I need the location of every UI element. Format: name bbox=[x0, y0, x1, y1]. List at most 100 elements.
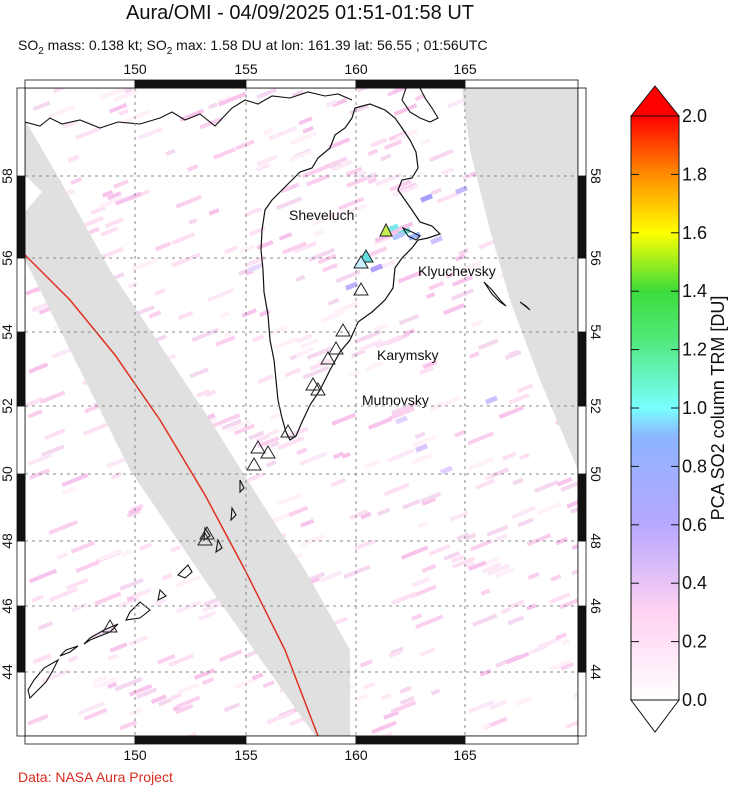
so2-pixel bbox=[390, 700, 417, 714]
so2-pixel bbox=[354, 329, 382, 344]
so2-pixel bbox=[411, 452, 433, 465]
so2-pixel bbox=[118, 108, 129, 116]
so2-pixel-high bbox=[248, 263, 261, 273]
lon-tick-label-bottom: 165 bbox=[453, 747, 477, 763]
so2-pixel bbox=[235, 139, 255, 151]
so2-pixel bbox=[392, 183, 419, 198]
so2-pixel-high bbox=[408, 231, 421, 241]
so2-pixel bbox=[399, 685, 413, 694]
so2-pixel bbox=[367, 177, 378, 185]
so2-pixel bbox=[470, 319, 483, 328]
so2-pixel bbox=[397, 270, 423, 284]
so2-pixel bbox=[110, 471, 123, 480]
lat-tick-label-left: 46 bbox=[0, 598, 15, 614]
so2-pixel bbox=[61, 473, 89, 487]
so2-pixel-high bbox=[392, 231, 405, 241]
lat-axis-bar-right bbox=[577, 331, 587, 407]
so2-pixel-high bbox=[430, 235, 443, 245]
so2-pixel bbox=[71, 602, 88, 613]
so2-pixel-high bbox=[420, 193, 433, 203]
so2-pixel bbox=[399, 695, 415, 706]
so2-pixel bbox=[489, 699, 507, 710]
so2-pixel bbox=[432, 395, 461, 411]
so2-pixel bbox=[526, 603, 537, 611]
lat-tick-label-left: 58 bbox=[0, 168, 15, 184]
so2-pixel bbox=[277, 493, 302, 507]
lat-lon-grid bbox=[25, 88, 578, 736]
so2-pixel bbox=[52, 88, 65, 94]
so2-pixel bbox=[77, 701, 105, 716]
so2-pixel bbox=[248, 430, 265, 441]
so2-pixel bbox=[472, 613, 498, 627]
so2-pixel bbox=[75, 126, 102, 141]
so2-pixel bbox=[67, 655, 79, 663]
so2-pixel bbox=[114, 677, 143, 692]
so2-pixel bbox=[555, 536, 569, 546]
so2-pixel bbox=[414, 431, 426, 440]
so2-pixel bbox=[212, 147, 236, 160]
so2-pixel bbox=[566, 497, 578, 509]
so2-pixel bbox=[193, 668, 216, 680]
so2-pixel bbox=[224, 330, 235, 338]
so2-pixel bbox=[212, 413, 241, 428]
so2-pixel bbox=[428, 148, 454, 163]
so2-pixel bbox=[388, 130, 408, 142]
so2-pixel bbox=[468, 351, 480, 359]
so2-pixel bbox=[268, 125, 298, 141]
so2-pixel bbox=[266, 709, 296, 725]
kuril-islands bbox=[27, 479, 245, 700]
so2-pixel bbox=[56, 552, 68, 560]
so2-pixel bbox=[39, 390, 66, 405]
so2-pixel bbox=[348, 370, 360, 378]
so2-pixel bbox=[421, 564, 437, 573]
kamchatka-coastline bbox=[260, 103, 442, 441]
so2-pixel bbox=[161, 573, 173, 581]
so2-pixel bbox=[128, 281, 138, 289]
so2-pixel bbox=[177, 310, 194, 321]
so2-pixel bbox=[560, 481, 578, 492]
lat-axis-bar-left bbox=[16, 671, 26, 737]
so2-pixel bbox=[486, 524, 509, 537]
so2-pixel bbox=[508, 349, 520, 358]
so2-pixel bbox=[312, 210, 342, 226]
so2-pixel bbox=[207, 102, 218, 110]
so2-pixel bbox=[505, 651, 530, 665]
so2-pixel bbox=[456, 532, 470, 541]
so2-pixel bbox=[256, 436, 280, 449]
lat-axis-bar-right bbox=[577, 257, 587, 333]
so2-pixel bbox=[102, 189, 114, 198]
so2-pixel bbox=[565, 720, 578, 730]
so2-pixel bbox=[526, 533, 552, 547]
lon-axis-bar-bottom bbox=[245, 735, 357, 745]
lat-axis-bar-left bbox=[16, 175, 26, 259]
so2-pixel bbox=[255, 434, 270, 443]
so2-pixel bbox=[420, 138, 431, 146]
so2-pixel bbox=[363, 459, 381, 470]
so2-pixel bbox=[82, 421, 111, 436]
so2-pixel bbox=[415, 614, 444, 630]
so2-pixel bbox=[359, 659, 374, 668]
so2-pixel bbox=[362, 681, 376, 690]
so2-pixel bbox=[321, 262, 338, 273]
so2-pixel bbox=[204, 389, 217, 398]
lon-axis-bar-top bbox=[464, 79, 579, 89]
so2-pixel bbox=[391, 591, 417, 605]
lon-axis-bar-bottom bbox=[355, 735, 466, 745]
lat-tick-label-left: 48 bbox=[0, 533, 15, 549]
so2-pixel bbox=[28, 568, 58, 584]
so2-pixel bbox=[187, 731, 198, 736]
so2-pixel bbox=[374, 172, 403, 187]
so2-pixel bbox=[138, 542, 153, 551]
so2-pixel bbox=[257, 374, 274, 385]
so2-pixel bbox=[365, 360, 384, 372]
volcano-marker bbox=[102, 619, 118, 633]
so2-pixel bbox=[296, 333, 313, 344]
so2-pixel bbox=[356, 693, 369, 702]
lat-tick-label-right: 44 bbox=[588, 664, 604, 680]
so2-pixel bbox=[371, 720, 397, 735]
so2-pixel bbox=[104, 217, 124, 229]
so2-pixel bbox=[331, 159, 353, 172]
so2-pixel-high bbox=[440, 465, 453, 475]
so2-pixel bbox=[345, 166, 363, 177]
volcano-marker bbox=[310, 382, 326, 396]
